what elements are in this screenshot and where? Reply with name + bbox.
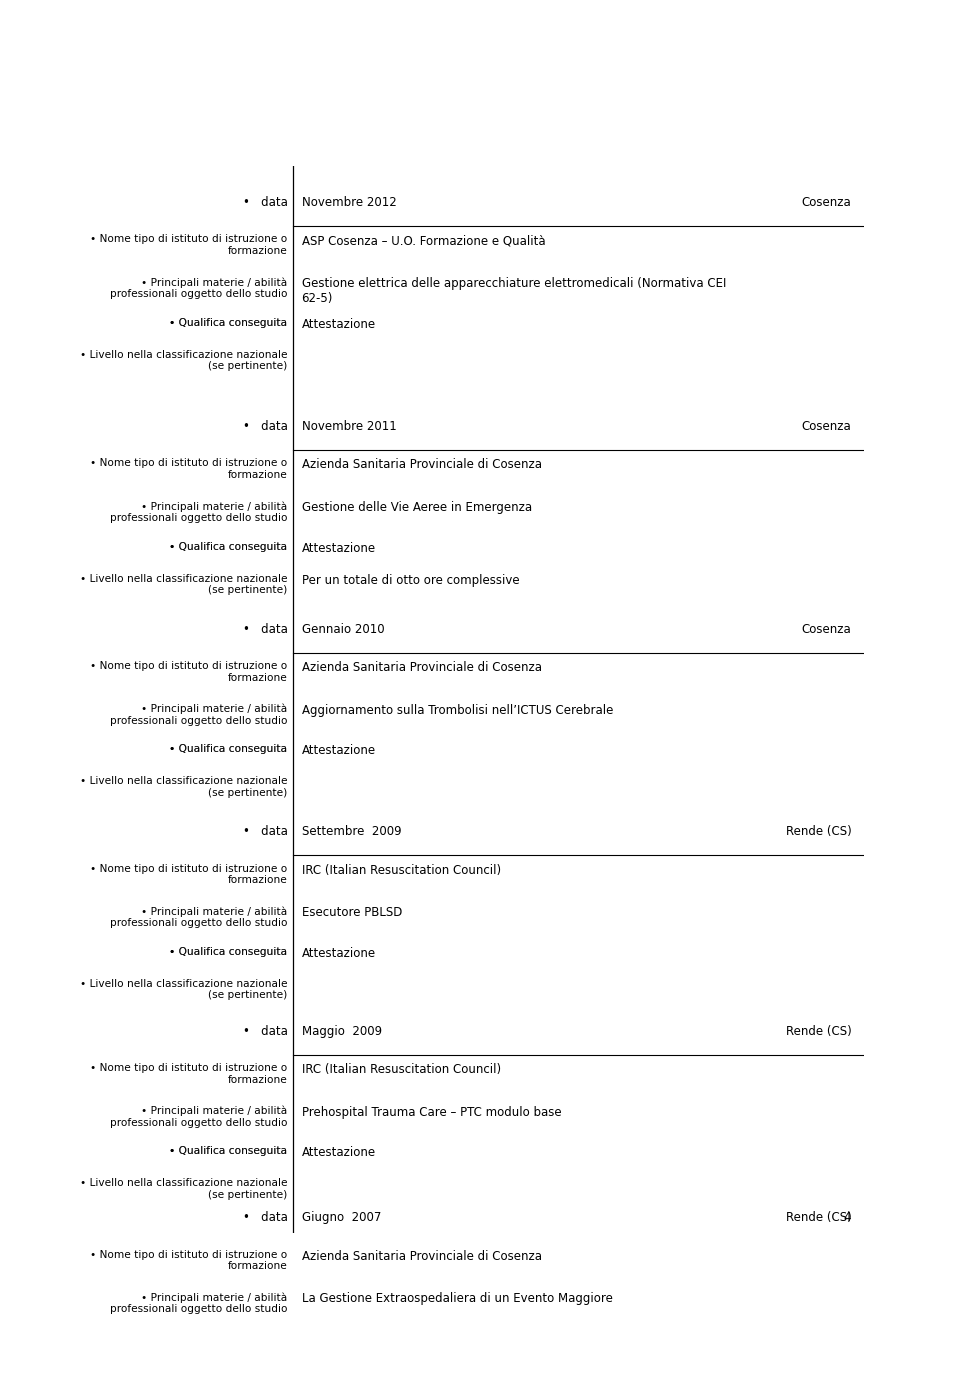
Text: • Qualifica conseguita: • Qualifica conseguita xyxy=(169,947,287,957)
Text: • Livello nella classificazione nazionale
(se pertinente): • Livello nella classificazione nazional… xyxy=(80,979,287,1000)
Text: Attestazione: Attestazione xyxy=(301,744,375,758)
Text: •   data: • data xyxy=(243,197,287,209)
Text: Rende (CS): Rende (CS) xyxy=(785,825,852,838)
Text: • Qualifica conseguita: • Qualifica conseguita xyxy=(169,542,287,551)
Text: •   data: • data xyxy=(243,825,287,838)
Text: • •Qualifica conseguita: • •Qualifica conseguita xyxy=(163,744,287,755)
Text: • •Qualifica conseguita: • •Qualifica conseguita xyxy=(163,947,287,957)
Text: • Qualifica conseguita: • Qualifica conseguita xyxy=(169,542,287,551)
Text: IRC (Italian Resuscitation Council): IRC (Italian Resuscitation Council) xyxy=(301,864,501,877)
Text: Gennaio 2010: Gennaio 2010 xyxy=(301,623,384,636)
Text: Cosenza: Cosenza xyxy=(802,197,852,209)
Text: • Principali materie / abilità
professionali oggetto dello studio: • Principali materie / abilità professio… xyxy=(109,1105,287,1127)
Text: • Nome tipo di istituto di istruzione o
formazione: • Nome tipo di istituto di istruzione o … xyxy=(90,1249,287,1271)
Text: Azienda Sanitaria Provinciale di Cosenza: Azienda Sanitaria Provinciale di Cosenza xyxy=(301,458,541,471)
Text: • Qualifica conseguita: • Qualifica conseguita xyxy=(169,317,287,328)
Text: Attestazione: Attestazione xyxy=(301,1147,375,1159)
Text: •   data: • data xyxy=(243,1212,287,1224)
Text: Cosenza: Cosenza xyxy=(802,420,852,434)
Text: Aggiornamento sulla Trombolisi nell’ICTUS Cerebrale: Aggiornamento sulla Trombolisi nell’ICTU… xyxy=(301,704,612,716)
Text: • Nome tipo di istituto di istruzione o
formazione: • Nome tipo di istituto di istruzione o … xyxy=(90,661,287,683)
Text: Maggio  2009: Maggio 2009 xyxy=(301,1025,382,1037)
Text: • Principali materie / abilità
professionali oggetto dello studio: • Principali materie / abilità professio… xyxy=(109,704,287,726)
Text: • Nome tipo di istituto di istruzione o
formazione: • Nome tipo di istituto di istruzione o … xyxy=(90,234,287,256)
Text: • Qualifica conseguita: • Qualifica conseguita xyxy=(169,1147,287,1156)
Text: Novembre 2012: Novembre 2012 xyxy=(301,197,396,209)
Text: • Qualifica conseguita: • Qualifica conseguita xyxy=(169,744,287,755)
Text: • Nome tipo di istituto di istruzione o
formazione: • Nome tipo di istituto di istruzione o … xyxy=(90,864,287,885)
Text: • Livello nella classificazione nazionale
(se pertinente): • Livello nella classificazione nazional… xyxy=(80,1179,287,1199)
Text: Azienda Sanitaria Provinciale di Cosenza: Azienda Sanitaria Provinciale di Cosenza xyxy=(301,661,541,674)
Text: Gestione delle Vie Aeree in Emergenza: Gestione delle Vie Aeree in Emergenza xyxy=(301,501,532,514)
Text: • Qualifica conseguita: • Qualifica conseguita xyxy=(169,317,287,328)
Text: Esecutore PBLSD: Esecutore PBLSD xyxy=(301,906,402,920)
Text: Cosenza: Cosenza xyxy=(802,623,852,636)
Text: • Qualifica conseguita: • Qualifica conseguita xyxy=(169,542,287,551)
Text: • Qualifica conseguita: • Qualifica conseguita xyxy=(169,744,287,755)
Text: • Principali materie / abilità
professionali oggetto dello studio: • Principali materie / abilità professio… xyxy=(109,501,287,524)
Text: • Qualifica conseguita: • Qualifica conseguita xyxy=(169,744,287,755)
Text: •   data: • data xyxy=(243,1025,287,1037)
Text: •   data: • data xyxy=(243,623,287,636)
Text: IRC (Italian Resuscitation Council): IRC (Italian Resuscitation Council) xyxy=(301,1064,501,1076)
Text: Rende (CS): Rende (CS) xyxy=(785,1212,852,1224)
Text: • •Qualifica conseguita: • •Qualifica conseguita xyxy=(163,542,287,551)
Text: Attestazione: Attestazione xyxy=(301,542,375,554)
Text: •   data: • data xyxy=(243,420,287,434)
Text: Novembre 2011: Novembre 2011 xyxy=(301,420,396,434)
Text: • Qualifica conseguita: • Qualifica conseguita xyxy=(169,947,287,957)
Text: Settembre  2009: Settembre 2009 xyxy=(301,825,401,838)
Text: • Livello nella classificazione nazionale
(se pertinente): • Livello nella classificazione nazional… xyxy=(80,349,287,371)
Text: • Livello nella classificazione nazionale
(se pertinente): • Livello nella classificazione nazional… xyxy=(80,776,287,798)
Text: Rende (CS): Rende (CS) xyxy=(785,1025,852,1037)
Text: Per un totale di otto ore complessive: Per un totale di otto ore complessive xyxy=(301,573,519,587)
Text: Gestione elettrica delle apparecchiature elettromedicali (Normativa CEI
62-5): Gestione elettrica delle apparecchiature… xyxy=(301,277,726,305)
Text: • Qualifica conseguita: • Qualifica conseguita xyxy=(169,1147,287,1156)
Text: • Nome tipo di istituto di istruzione o
formazione: • Nome tipo di istituto di istruzione o … xyxy=(90,458,287,481)
Text: ASP Cosenza – U.O. Formazione e Qualità: ASP Cosenza – U.O. Formazione e Qualità xyxy=(301,234,545,248)
Text: • Nome tipo di istituto di istruzione o
formazione: • Nome tipo di istituto di istruzione o … xyxy=(90,1064,287,1084)
Text: • •Qualifica conseguita: • •Qualifica conseguita xyxy=(163,317,287,328)
Text: 4: 4 xyxy=(844,1210,852,1224)
Text: • Qualifica conseguita: • Qualifica conseguita xyxy=(169,947,287,957)
Text: • Principali materie / abilità
professionali oggetto dello studio: • Principali materie / abilità professio… xyxy=(109,1292,287,1314)
Text: Azienda Sanitaria Provinciale di Cosenza: Azienda Sanitaria Provinciale di Cosenza xyxy=(301,1249,541,1263)
Text: Giugno  2007: Giugno 2007 xyxy=(301,1212,381,1224)
Text: • Principali materie / abilità
professionali oggetto dello studio: • Principali materie / abilità professio… xyxy=(109,906,287,928)
Text: • Qualifica conseguita: • Qualifica conseguita xyxy=(169,1147,287,1156)
Text: • Livello nella classificazione nazionale
(se pertinente): • Livello nella classificazione nazional… xyxy=(80,573,287,596)
Text: • Qualifica conseguita: • Qualifica conseguita xyxy=(169,317,287,328)
Text: • •Qualifica conseguita: • •Qualifica conseguita xyxy=(163,1147,287,1156)
Text: Attestazione: Attestazione xyxy=(301,317,375,331)
Text: Prehospital Trauma Care – PTC modulo base: Prehospital Trauma Care – PTC modulo bas… xyxy=(301,1105,562,1119)
Text: • Principali materie / abilità
professionali oggetto dello studio: • Principali materie / abilità professio… xyxy=(109,277,287,299)
Text: Attestazione: Attestazione xyxy=(301,947,375,960)
Text: La Gestione Extraospedaliera di un Evento Maggiore: La Gestione Extraospedaliera di un Event… xyxy=(301,1292,612,1306)
